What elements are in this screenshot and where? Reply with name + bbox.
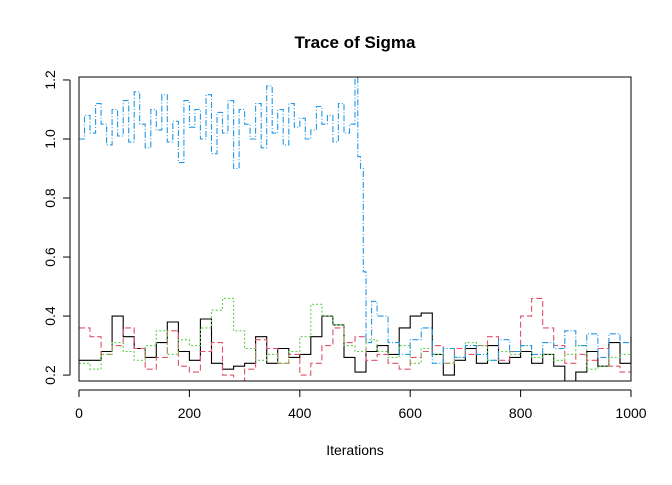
series-line-2 (79, 297, 632, 382)
x-tick-label: 400 (288, 405, 312, 421)
y-tick-label: 0.8 (42, 188, 58, 208)
y-tick-label: 0.6 (42, 247, 58, 267)
x-axis-label: Iterations (326, 442, 384, 458)
x-axis: 0 200 400 600 800 1000 (75, 389, 647, 421)
series-line-4 (79, 76, 632, 364)
x-tick-label: 800 (509, 405, 533, 421)
plot-frame (78, 76, 632, 382)
series-layer (79, 76, 632, 382)
y-tick-label: 1.0 (42, 129, 58, 149)
y-tick-label: 0.4 (42, 306, 58, 326)
x-tick-label: 0 (75, 405, 83, 421)
chart-title: Trace of Sigma (295, 33, 416, 52)
x-tick-label: 600 (399, 405, 423, 421)
x-tick-label: 1000 (615, 405, 646, 421)
x-tick-label: 200 (178, 405, 202, 421)
y-tick-label: 0.2 (42, 365, 58, 385)
series-line-3 (79, 297, 632, 370)
y-tick-label: 1.2 (42, 70, 58, 90)
y-axis: 0.2 0.4 0.6 0.8 1.0 1.2 (42, 70, 71, 385)
